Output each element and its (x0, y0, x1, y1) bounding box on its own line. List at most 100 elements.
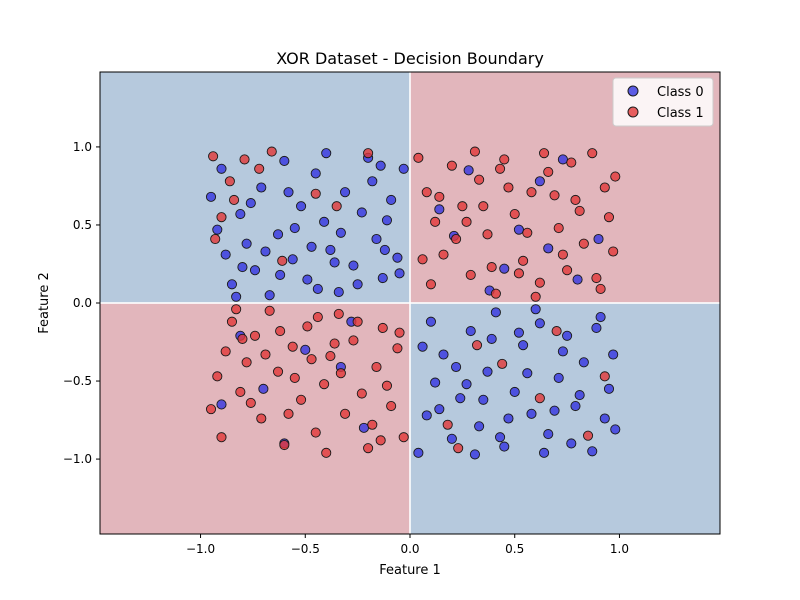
class-1-point (526, 187, 537, 198)
class-0-point (474, 421, 485, 432)
legend-label-class-1: Class 1 (657, 106, 704, 121)
y-tick-label: 0.5 (73, 218, 92, 232)
class-1-point (474, 174, 485, 185)
class-1-point (557, 249, 568, 260)
class-1-point (469, 146, 480, 157)
class-0-point (570, 400, 581, 412)
class-1-point (241, 357, 252, 368)
class-1-point (446, 160, 457, 171)
class-1-point (245, 397, 256, 408)
class-1-point (471, 340, 483, 351)
class-0-point (216, 163, 227, 174)
class-0-point (325, 244, 336, 255)
class-1-point (442, 419, 453, 430)
class-1-point (321, 447, 332, 458)
class-0-point (220, 249, 231, 260)
class-0-point (381, 215, 393, 226)
class-0-point (539, 447, 550, 458)
class-1-point (599, 371, 610, 382)
class-1-point (260, 349, 271, 360)
class-0-point (394, 268, 405, 279)
class-1-point (249, 330, 261, 341)
class-1-point (398, 432, 409, 443)
class-0-point (335, 227, 346, 238)
class-0-point (482, 366, 493, 377)
class-1-point (386, 400, 397, 412)
class-1-point (208, 151, 219, 162)
class-1-point (495, 163, 506, 174)
class-1-point (220, 346, 231, 357)
class-0-point (377, 272, 388, 284)
class-0-point (226, 279, 238, 290)
class-0-point (260, 246, 271, 257)
class-0-point (549, 405, 560, 416)
class-0-point (499, 263, 510, 274)
class-1-point (348, 335, 359, 346)
class-1-point (578, 238, 589, 249)
x-tick-label: 0.0 (400, 542, 419, 556)
class-0-point (310, 168, 321, 179)
class-1-point (539, 148, 550, 159)
class-1-point (306, 354, 317, 365)
class-0-point (249, 265, 261, 276)
class-0-point (279, 155, 290, 167)
plot-area (99, 71, 721, 535)
class-0-point (465, 326, 476, 337)
class-1-point (325, 351, 336, 362)
class-1-point (254, 163, 265, 174)
class-1-point (453, 443, 464, 454)
class-0-point (572, 274, 583, 285)
class-1-point (256, 413, 267, 424)
class-0-point (486, 333, 497, 344)
class-0-point (283, 187, 294, 198)
class-1-point (235, 386, 246, 398)
class-0-point (526, 408, 537, 419)
class-0-point (463, 165, 474, 176)
class-0-point (543, 429, 554, 440)
class-1-point (216, 212, 227, 223)
class-1-point (599, 182, 610, 193)
class-1-point (289, 372, 300, 383)
class-1-point (296, 394, 307, 405)
class-1-point (275, 326, 286, 337)
class-1-point (509, 208, 520, 220)
class-0-point (509, 386, 520, 398)
class-1-point (499, 154, 510, 165)
class-0-point (603, 383, 615, 394)
class-1-point (371, 361, 382, 373)
class-1-point (272, 366, 284, 377)
class-1-point (543, 166, 554, 177)
class-0-point (430, 377, 441, 388)
class-1-point (329, 338, 340, 349)
class-0-point (513, 224, 524, 235)
class-1-point (210, 233, 221, 245)
class-1-point (553, 223, 564, 234)
class-0-point (434, 404, 445, 415)
class-0-point (566, 438, 577, 449)
class-0-point (499, 441, 510, 452)
class-1-point (549, 190, 560, 201)
class-1-point (595, 283, 606, 295)
class-0-point (212, 224, 223, 235)
class-1-point (352, 316, 363, 327)
class-0-point (557, 154, 568, 165)
class-0-point (300, 344, 311, 355)
class-0-point (543, 243, 554, 254)
class-0-point (446, 433, 457, 444)
class-0-point (352, 279, 363, 290)
class-1-point (264, 305, 275, 316)
class-0-point (321, 148, 332, 159)
class-1-point (603, 212, 615, 223)
class-0-point (398, 163, 409, 174)
legend-marker-class-0 (627, 85, 639, 97)
class-0-point (312, 283, 323, 295)
class-1-point (413, 152, 424, 163)
class-1-point (478, 201, 489, 212)
class-0-point (593, 233, 604, 245)
class-1-point (375, 435, 386, 446)
class-0-point (599, 413, 610, 424)
class-0-point (367, 176, 378, 187)
class-0-point (610, 424, 621, 435)
class-0-point (306, 241, 317, 252)
